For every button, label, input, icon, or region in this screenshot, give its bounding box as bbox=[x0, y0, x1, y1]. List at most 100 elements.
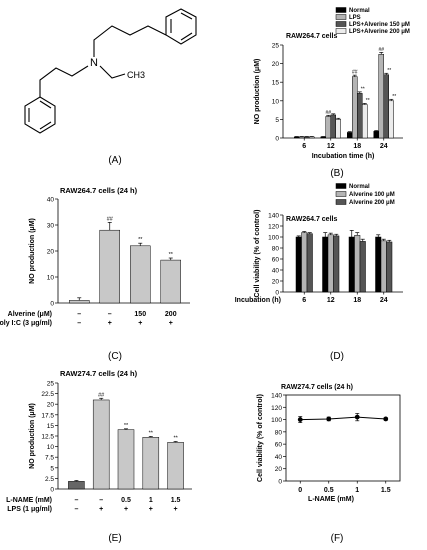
panel-e-y-tick-label: 20 bbox=[47, 402, 55, 409]
panel-c-treatment-value: – bbox=[77, 311, 81, 318]
nitrogen-atom-label: N bbox=[90, 57, 98, 69]
panel-b-significance-label: ** bbox=[366, 98, 370, 104]
panel-d-legend-swatch bbox=[335, 199, 347, 205]
panel-e-treatment-value: – bbox=[99, 497, 103, 504]
phenyl-ring-left bbox=[24, 96, 56, 134]
panel-d-legend-label: Normal bbox=[349, 184, 370, 190]
panel-e-y-tick-label: 22.5 bbox=[41, 391, 54, 398]
panel-d-bar bbox=[380, 240, 387, 293]
panel-b-caption: (B) bbox=[330, 168, 343, 179]
panel-d-x-tick-label: 6 bbox=[302, 297, 306, 304]
panel-e-treatment-value: + bbox=[149, 506, 153, 513]
panel-b-bar bbox=[304, 136, 310, 139]
panel-b-y-tick-label: 15 bbox=[272, 80, 280, 87]
panel-e-bar bbox=[117, 429, 135, 490]
panel-b-y-tick-label: 0 bbox=[275, 136, 279, 143]
panel-c-significance-label: ** bbox=[138, 237, 143, 243]
panel-d-legend-label: Alverine 100 μM bbox=[349, 192, 395, 198]
panel-b-significance-label: ** bbox=[387, 68, 391, 74]
panel-e-y-tick-label: 25 bbox=[47, 381, 55, 388]
panel-c-treatment-value: + bbox=[108, 320, 112, 327]
panel-d-bar bbox=[348, 236, 355, 293]
panel-b-legend-swatch bbox=[335, 21, 347, 27]
panel-c-treatment-value: 150 bbox=[134, 311, 146, 318]
panel-d-y-tick-label: 140 bbox=[268, 213, 279, 220]
panel-d-bar bbox=[375, 236, 382, 293]
panel-b-x-tick-label: 18 bbox=[353, 143, 361, 150]
panel-d-y-tick-label: 40 bbox=[272, 268, 280, 275]
panel-d-bar bbox=[359, 241, 366, 293]
panel-e-treatment-value: + bbox=[99, 506, 103, 513]
panel-e-y-axis-label: NO production (μM) bbox=[29, 403, 36, 469]
panel-b-bar bbox=[330, 114, 336, 139]
panel-c-y-tick-label: 40 bbox=[47, 197, 55, 204]
panel-b-bar bbox=[335, 119, 341, 139]
panel-e-caption: (E) bbox=[108, 533, 121, 544]
panel-b-legend-swatch bbox=[335, 14, 347, 20]
panel-e-treatment-row-label: LPS (1 μg/ml) bbox=[7, 506, 52, 513]
panel-c-treatment-value: – bbox=[108, 311, 112, 318]
panel-b-bar bbox=[373, 131, 379, 139]
panel-c-chart: 0 10 20 30 40 NO production (μM) RAW264.7 cell… bbox=[0, 186, 190, 327]
panel-e-treatment-value: – bbox=[74, 506, 78, 513]
panel-c-y-axis-label: NO production (μM) bbox=[29, 218, 36, 284]
panel-c-significance-label: ## bbox=[107, 216, 114, 222]
panel-c-bar bbox=[69, 300, 90, 304]
panel-e-treatment-value: 1.5 bbox=[171, 497, 181, 504]
panel-e-bar bbox=[92, 399, 110, 490]
panel-d-legend-swatch bbox=[335, 191, 347, 197]
panel-f-y-tick-label: 100 bbox=[271, 417, 282, 424]
panel-b-legend-label: LPS+Alverine 200 μM bbox=[349, 29, 410, 35]
panel-e-significance-label: ** bbox=[149, 430, 154, 436]
panel-e-bar bbox=[68, 481, 85, 490]
panel-f-data-point bbox=[354, 414, 360, 420]
panel-e-bar bbox=[167, 442, 184, 490]
panel-b-bar bbox=[325, 116, 331, 139]
panel-c-treatment-value: + bbox=[138, 320, 142, 327]
panel-d-bar bbox=[322, 236, 329, 293]
panel-d-x-tick-label: 12 bbox=[327, 297, 335, 304]
panel-b-bar bbox=[362, 104, 368, 139]
panel-f-chart-title: RAW274.7 cells (24 h) bbox=[281, 384, 353, 391]
panel-f-series-line bbox=[300, 416, 386, 421]
panel-f-x-tick-label: 0.5 bbox=[324, 487, 334, 494]
panel-d-y-tick-label: 60 bbox=[272, 257, 280, 264]
panel-e-y-tick-label: 0 bbox=[50, 487, 54, 494]
panel-d-y-axis-label: Cell viability (% of control) bbox=[254, 210, 261, 298]
panel-f-x-axis-label: L-NAME (mM) bbox=[308, 496, 354, 503]
panel-b-bar bbox=[388, 100, 394, 139]
panel-b-x-axis-label: Incubation time (h) bbox=[312, 153, 375, 160]
panel-b-significance-label: ## bbox=[352, 70, 358, 76]
panel-d-bar bbox=[306, 233, 313, 293]
panel-e-significance-label: ** bbox=[173, 436, 178, 442]
panel-d-legend-swatch bbox=[335, 183, 347, 189]
panel-d-bar bbox=[327, 234, 334, 293]
panel-e-y-tick-label: 12.5 bbox=[41, 434, 54, 441]
panel-b-significance-label: ## bbox=[378, 47, 384, 53]
panel-b-significance-label: ## bbox=[325, 110, 331, 116]
panel-c-treatment-row-label: Alverine (μM) bbox=[8, 311, 52, 318]
panel-d-bar bbox=[301, 232, 308, 293]
panel-b-bar bbox=[383, 74, 389, 139]
panel-f-data-point bbox=[326, 416, 332, 422]
panel-f-data-point bbox=[383, 416, 389, 422]
panel-c-significance-label: ** bbox=[169, 252, 174, 258]
panel-d-bar bbox=[333, 235, 340, 293]
panel-b-x-tick-label: 24 bbox=[380, 143, 388, 150]
panel-b-y-tick-label: 10 bbox=[272, 98, 280, 105]
panel-f-caption: (F) bbox=[331, 533, 344, 544]
panel-b-bar bbox=[357, 93, 363, 139]
panel-b-legend-swatch bbox=[335, 28, 347, 34]
panel-f-y-tick-label: 40 bbox=[275, 454, 283, 461]
panel-d-bar bbox=[386, 241, 393, 293]
panel-b-significance-label: ** bbox=[392, 94, 396, 100]
panel-f-data-point bbox=[297, 417, 303, 422]
panel-c-y-tick-label: 10 bbox=[47, 275, 55, 282]
panel-b-legend-swatch bbox=[335, 7, 347, 13]
panel-c-caption: (C) bbox=[108, 351, 122, 362]
methyl-group-label: CH3 bbox=[127, 70, 145, 80]
panel-e-significance-label: ## bbox=[98, 392, 105, 398]
panel-e-treatment-value: 0.5 bbox=[121, 497, 131, 504]
panel-d-x-tick-label: 18 bbox=[353, 297, 361, 304]
